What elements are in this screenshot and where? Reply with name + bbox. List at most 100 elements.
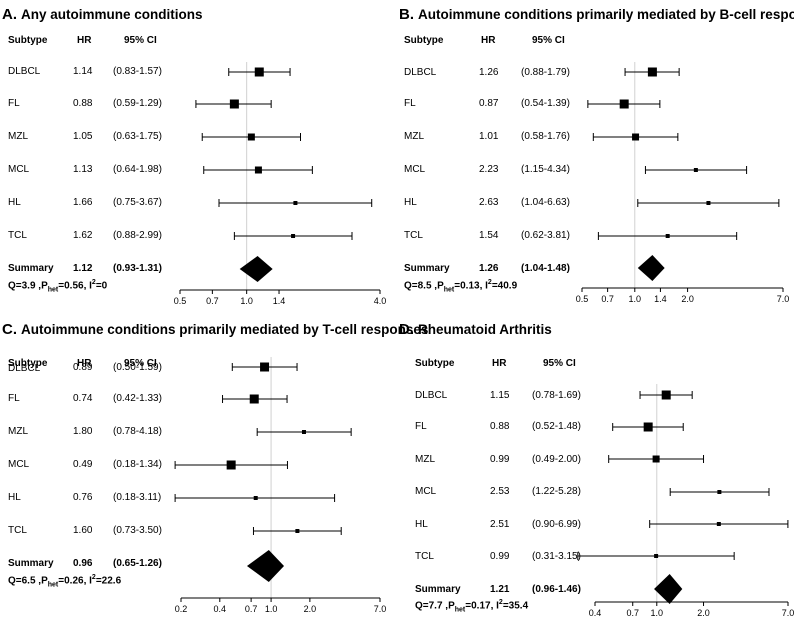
hr-point xyxy=(253,496,258,500)
header-ci: 95% CI xyxy=(124,35,157,46)
hr-point xyxy=(717,490,722,494)
i2-label-sup: 2 xyxy=(487,279,492,286)
x-tick-label: 1.0 xyxy=(629,294,642,304)
hr-point xyxy=(249,394,259,404)
forest-plot: 0.5 0.7 1.0 1.4 4.0 xyxy=(174,62,387,306)
row-subtype: FL xyxy=(8,98,20,109)
row-ci: (0.88-1.79) xyxy=(521,67,570,78)
x-tick-label: 1.0 xyxy=(651,608,664,618)
hr-point xyxy=(706,201,711,205)
panel-letter: B. xyxy=(399,6,414,23)
hr-point xyxy=(643,422,653,432)
forest-plot: 0.4 0.7 1.0 2.0 7.0 xyxy=(577,384,794,618)
x-tick-label: 0.4 xyxy=(214,604,227,614)
summary-label: Summary xyxy=(8,558,54,569)
row-ci: (0.54-1.39) xyxy=(521,98,570,109)
row-subtype: TCL xyxy=(404,230,423,241)
i2-label-sup: 2 xyxy=(91,279,96,286)
i2-value: 22.6 xyxy=(101,575,122,587)
row-subtype: DLBCL xyxy=(415,390,448,401)
row-ci: (1.04-6.63) xyxy=(521,197,570,208)
summary-label: Summary xyxy=(8,263,54,274)
row-ci: (0.62-3.81) xyxy=(521,230,570,241)
panel-title-text: Autoimmune conditions primarily mediated… xyxy=(418,7,794,22)
row-hr: 1.05 xyxy=(73,131,93,142)
panel-a: A. Any autoimmune conditions Subtype HR 9… xyxy=(0,0,397,310)
row-hr: 1.80 xyxy=(73,426,93,437)
row-subtype: MCL xyxy=(404,164,426,175)
row-hr: 2.23 xyxy=(479,164,499,175)
row-ci: (0.73-3.50) xyxy=(113,525,162,536)
row-ci: (0.18-3.11) xyxy=(113,492,162,503)
row-subtype: TCL xyxy=(8,525,27,536)
q-value: 6.5 xyxy=(21,575,36,587)
i2-value: 40.9 xyxy=(497,280,518,292)
x-tick-label: 4.0 xyxy=(374,296,387,306)
q-value: 7.7 xyxy=(428,600,443,612)
row-subtype: HL xyxy=(8,492,21,503)
row-hr: 1.26 xyxy=(479,67,499,78)
row-subtype: FL xyxy=(404,98,416,109)
row-hr: 0.89 xyxy=(73,362,93,373)
hr-point xyxy=(619,99,629,109)
hr-point xyxy=(295,529,300,533)
header-subtype: Subtype xyxy=(415,358,455,369)
header-ci: 95% CI xyxy=(124,358,157,369)
row-ci: (0.75-3.67) xyxy=(113,197,162,208)
row-subtype: MZL xyxy=(404,131,424,142)
hr-point xyxy=(301,430,306,434)
summary-label: Summary xyxy=(415,584,461,595)
x-tick-label: 1.4 xyxy=(273,296,286,306)
hr-point xyxy=(652,455,660,463)
hr-point xyxy=(693,168,698,172)
panel-b: B. Autoimmune conditions primarily mediat… xyxy=(397,0,794,310)
row-subtype: MZL xyxy=(8,426,28,437)
p-label: P xyxy=(41,575,48,587)
x-tick-label: 0.5 xyxy=(174,296,187,306)
x-tick-label: 2.0 xyxy=(304,604,317,614)
row-hr: 0.76 xyxy=(73,492,93,503)
header-hr: HR xyxy=(77,35,92,46)
hr-point xyxy=(247,133,255,141)
summary-diamond xyxy=(637,255,665,281)
q-value: 8.5 xyxy=(417,280,432,292)
x-tick-label: 2.0 xyxy=(697,608,710,618)
x-tick-label: 0.7 xyxy=(206,296,219,306)
row-ci: (1.15-4.34) xyxy=(521,164,570,175)
row-hr: 1.60 xyxy=(73,525,93,536)
header-hr: HR xyxy=(481,35,496,46)
row-hr: 0.87 xyxy=(479,98,499,109)
i2-label: I xyxy=(496,600,499,612)
x-tick-label: 7.0 xyxy=(374,604,387,614)
panel-letter: A. xyxy=(2,6,17,23)
row-ci: (0.63-1.75) xyxy=(113,131,162,142)
row-subtype: FL xyxy=(8,393,20,404)
p-value: 0.17 xyxy=(471,600,491,612)
row-ci: (0.49-2.00) xyxy=(532,454,581,465)
panel-title: D. Rheumatoid Arthritis xyxy=(399,321,552,338)
p-value: 0.26 xyxy=(64,575,84,587)
row-hr: 2.53 xyxy=(490,486,510,497)
summary-ci: (1.04-1.48) xyxy=(521,263,570,274)
p-value: 0.13 xyxy=(460,280,480,292)
row-subtype: HL xyxy=(415,519,428,530)
summary-ci: (0.96-1.46) xyxy=(532,584,581,595)
x-tick-label: 0.7 xyxy=(626,608,639,618)
hr-point xyxy=(226,460,236,470)
row-hr: 1.14 xyxy=(73,66,93,77)
x-tick-label: 7.0 xyxy=(777,294,790,304)
header-subtype: Subtype xyxy=(8,35,48,46)
row-subtype: DLBCL xyxy=(8,363,41,374)
row-ci: (0.88-2.99) xyxy=(113,230,162,241)
row-hr: 1.01 xyxy=(479,131,499,142)
row-subtype: MCL xyxy=(8,459,30,470)
header-hr: HR xyxy=(492,358,507,369)
i2-label-sup: 2 xyxy=(498,599,503,606)
header-ci: 95% CI xyxy=(543,358,576,369)
heterogeneity-stats: Q=7.7 ,Phet=0.17, I2=35.4 xyxy=(415,599,529,614)
row-ci: (0.64-1.98) xyxy=(113,164,162,175)
hr-point xyxy=(291,234,296,238)
q-label: Q= xyxy=(8,280,22,292)
q-label: Q= xyxy=(415,600,429,612)
row-ci: (0.18-1.34) xyxy=(113,459,162,470)
